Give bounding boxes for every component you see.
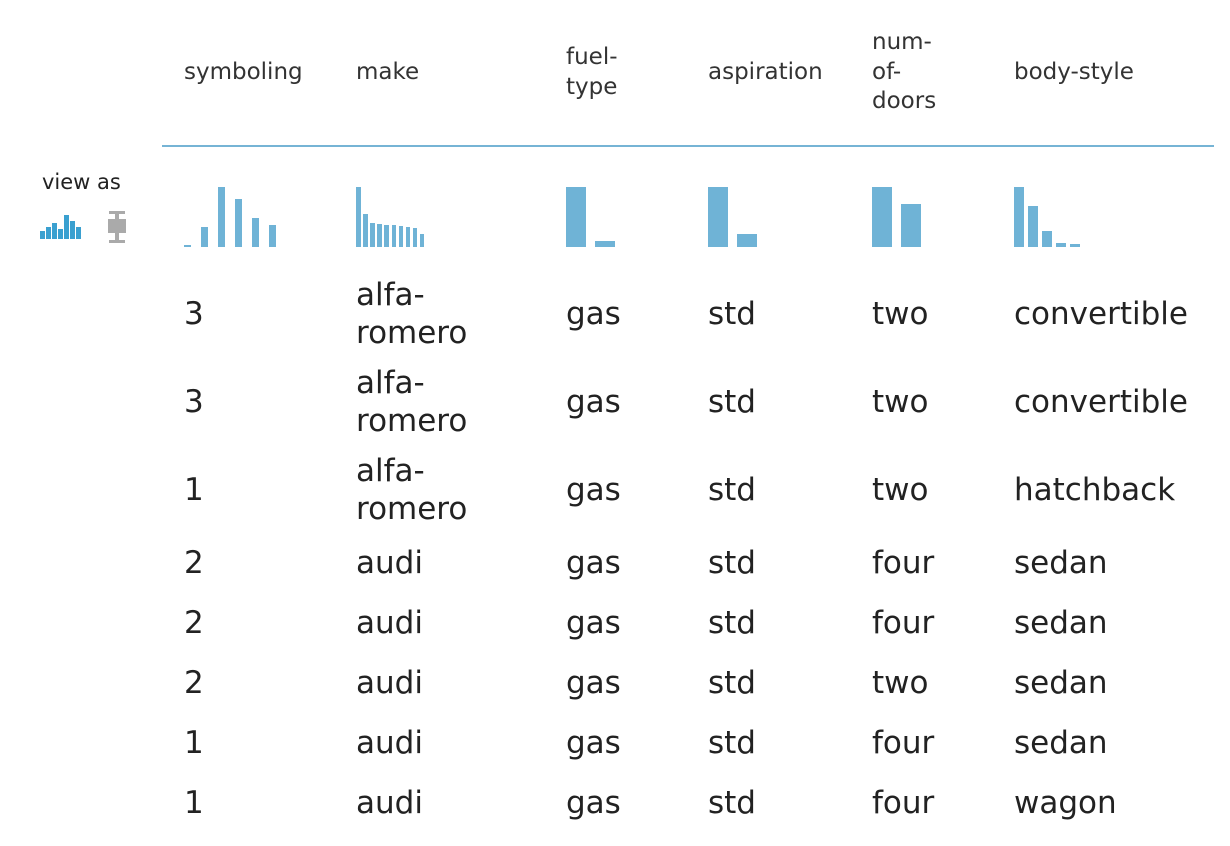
- cell-num-of-doors: four: [872, 544, 935, 581]
- column-header-fuel-type[interactable]: fuel-type: [566, 0, 706, 145]
- column-header-body-style[interactable]: body-style: [1014, 0, 1224, 145]
- cell-make: audi: [356, 724, 423, 761]
- column-header-label: fuel-type: [566, 43, 618, 100]
- histogram-bar: [269, 225, 276, 247]
- cell-aspiration: std: [708, 544, 756, 581]
- histogram-bar: [419, 233, 425, 247]
- histogram-symboling[interactable]: [184, 180, 276, 250]
- column-header-label: symboling: [184, 58, 303, 85]
- column-header-symboling[interactable]: symboling: [184, 0, 354, 145]
- column-header-aspiration[interactable]: aspiration: [708, 0, 868, 145]
- cell-num-of-doors: two: [872, 383, 929, 420]
- cell-aspiration: std: [708, 724, 756, 761]
- cell-symboling: 3: [184, 383, 204, 420]
- cell-symboling: 1: [184, 784, 204, 821]
- histogram-bar: [252, 217, 259, 247]
- cell-num-of-doors: four: [872, 784, 935, 821]
- cell-aspiration: std: [708, 604, 756, 641]
- header-divider: [162, 145, 1214, 147]
- histogram-bar: [1042, 231, 1052, 247]
- cell-aspiration: std: [708, 471, 756, 508]
- column-header-num-of-doors[interactable]: num-of-doors: [872, 0, 1012, 145]
- histogram-bar: [377, 224, 382, 247]
- cell-symboling: 2: [184, 544, 204, 581]
- cell-num-of-doors: two: [872, 471, 929, 508]
- cell-aspiration: std: [708, 383, 756, 420]
- column-header-make[interactable]: make: [356, 0, 561, 145]
- histogram-bar: [218, 187, 225, 247]
- cell-fuel-type: gas: [566, 295, 621, 332]
- cell-aspiration: std: [708, 784, 756, 821]
- cell-symboling: 1: [184, 724, 204, 761]
- histogram-bar: [1070, 244, 1080, 247]
- histogram-body-style[interactable]: [1014, 180, 1089, 250]
- cell-aspiration: std: [708, 664, 756, 701]
- cell-fuel-type: gas: [566, 544, 621, 581]
- histogram-bar: [595, 241, 615, 247]
- cell-fuel-type: gas: [566, 383, 621, 420]
- cell-make: alfa-romero: [356, 276, 468, 351]
- cell-symboling: 1: [184, 471, 204, 508]
- cell-make: audi: [356, 664, 423, 701]
- cell-fuel-type: gas: [566, 471, 621, 508]
- histogram-bar: [412, 227, 418, 247]
- histogram-bar: [184, 245, 191, 247]
- histogram-bar: [235, 199, 242, 247]
- cell-body-style: hatchback: [1014, 471, 1176, 508]
- histogram-bar: [391, 225, 396, 247]
- boxplot-icon[interactable]: [104, 209, 148, 245]
- cell-num-of-doors: two: [872, 664, 929, 701]
- cell-make: audi: [356, 544, 423, 581]
- histogram-bar: [901, 203, 921, 247]
- histogram-bar: [201, 227, 208, 247]
- cell-num-of-doors: four: [872, 724, 935, 761]
- histogram-bar: [566, 187, 586, 247]
- cell-body-style: convertible: [1014, 383, 1188, 420]
- histogram-bar: [1014, 187, 1024, 247]
- histogram-icon[interactable]: [40, 209, 84, 245]
- cell-symboling: 3: [184, 295, 204, 332]
- cell-num-of-doors: four: [872, 604, 935, 641]
- cell-num-of-doors: two: [872, 295, 929, 332]
- cell-fuel-type: gas: [566, 664, 621, 701]
- cell-fuel-type: gas: [566, 784, 621, 821]
- cell-body-style: sedan: [1014, 604, 1108, 641]
- histogram-fuel-type[interactable]: [566, 180, 616, 250]
- column-header-label: make: [356, 58, 420, 85]
- cell-make: audi: [356, 784, 423, 821]
- histogram-make[interactable]: [356, 180, 436, 250]
- histogram-bar: [1028, 206, 1038, 247]
- histogram-bar: [708, 187, 728, 247]
- histogram-bar: [384, 225, 389, 247]
- histogram-aspiration[interactable]: [708, 180, 763, 250]
- cell-aspiration: std: [708, 295, 756, 332]
- cell-fuel-type: gas: [566, 604, 621, 641]
- histogram-bar: [398, 226, 404, 247]
- cell-make: alfa-romero: [356, 364, 468, 439]
- cell-body-style: wagon: [1014, 784, 1117, 821]
- cell-make: audi: [356, 604, 423, 641]
- histogram-bar: [872, 187, 892, 247]
- histogram-bar: [405, 226, 411, 247]
- histogram-bar: [737, 233, 757, 247]
- cell-body-style: sedan: [1014, 544, 1108, 581]
- cell-body-style: sedan: [1014, 664, 1108, 701]
- histogram-num-of-doors[interactable]: [872, 180, 924, 250]
- view-as-label: view as: [42, 170, 121, 194]
- column-header-label: body-style: [1014, 58, 1134, 85]
- cell-fuel-type: gas: [566, 724, 621, 761]
- column-header-label: aspiration: [708, 58, 823, 85]
- histogram-bar: [356, 187, 361, 247]
- cell-symboling: 2: [184, 664, 204, 701]
- histogram-bar: [370, 223, 375, 247]
- cell-make: alfa-romero: [356, 452, 468, 527]
- cell-body-style: convertible: [1014, 295, 1188, 332]
- cell-symboling: 2: [184, 604, 204, 641]
- column-header-label: num-of-doors: [872, 28, 937, 115]
- histogram-bar: [1056, 242, 1066, 247]
- histogram-bar: [363, 214, 368, 247]
- cell-body-style: sedan: [1014, 724, 1108, 761]
